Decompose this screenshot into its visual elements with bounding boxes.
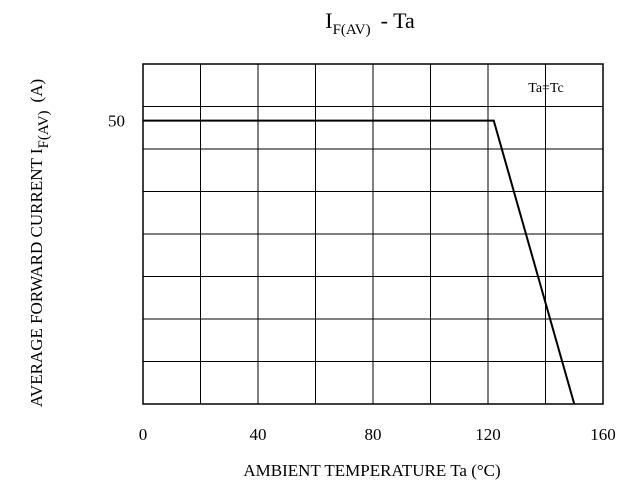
x-axis-label: AMBIENT TEMPERATURE Ta (°C) — [243, 461, 500, 480]
x-tick-label: 120 — [475, 425, 501, 444]
title-main: I — [325, 8, 332, 33]
ylabel-main: AVERAGE FORWARD CURRENT I — [27, 148, 46, 407]
title-rest: - Ta — [381, 8, 415, 33]
series-lines — [143, 119, 576, 405]
ylabel-subscript: F(AV) — [36, 110, 52, 148]
x-tick-label: 80 — [365, 425, 382, 444]
plot-frame — [142, 63, 604, 405]
title-subscript: F(AV) — [333, 22, 371, 38]
x-tick-labels: 0 40 80 120 160 — [139, 425, 616, 444]
x-tick-label: 160 — [590, 425, 616, 444]
x-tick-label: 0 — [139, 425, 148, 444]
x-tick-label: 40 — [250, 425, 267, 444]
chart-title: IF(AV) - Ta — [325, 8, 415, 38]
series-line — [143, 119, 576, 405]
y-axis-label: AVERAGE FORWARD CURRENT IF(AV) (A) — [27, 79, 52, 407]
y-tick-labels: 50 — [108, 112, 125, 131]
y-tick-label: 50 — [108, 112, 125, 131]
ylabel-unit: (A) — [27, 79, 46, 103]
grid — [143, 64, 603, 404]
annotation-ta-tc: Ta=Tc — [528, 81, 563, 96]
